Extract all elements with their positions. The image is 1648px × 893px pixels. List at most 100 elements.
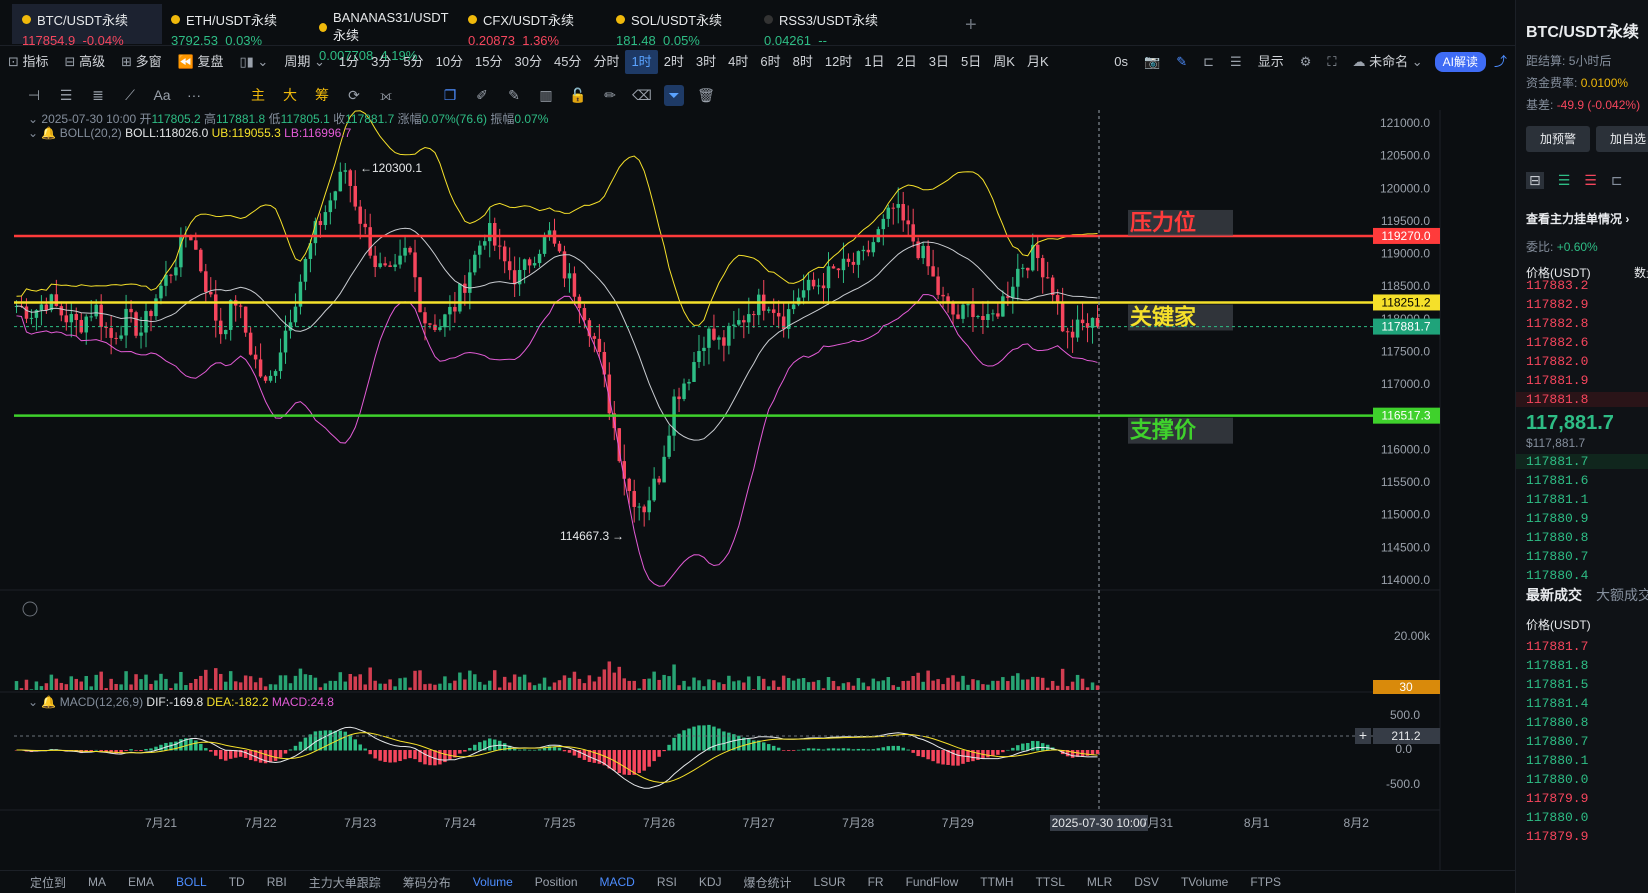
tab-1[interactable]: ETH/USDT永续 3792.53 0.03% <box>171 13 278 48</box>
chip-button[interactable]: 筹 <box>315 87 329 103</box>
indicator-tab-3[interactable]: BOLL <box>176 875 207 889</box>
indicator-tab-12[interactable]: KDJ <box>698 875 722 889</box>
text-tool[interactable]: Aa <box>153 87 171 103</box>
bid-row[interactable]: 117880.8 <box>1526 530 1589 545</box>
interval-1[interactable]: 3分 <box>371 54 392 69</box>
bid-row[interactable]: 117881.1 <box>1526 492 1589 507</box>
add-tab-button[interactable]: + <box>965 14 977 36</box>
tab-0[interactable]: BTC/USDT永续 117854.9 -0.04% <box>12 4 162 48</box>
compact-icon[interactable]: ⊏ <box>1610 172 1623 188</box>
interval-9[interactable]: 2时 <box>663 54 684 69</box>
interval-18[interactable]: 5日 <box>961 54 982 69</box>
bid-row[interactable]: 117880.4 <box>1526 568 1589 583</box>
ask-row[interactable]: 117881.9 <box>1526 373 1589 388</box>
filter-icon[interactable]: ⏷ <box>664 84 684 106</box>
price-chart[interactable]: 121000.0 120500.0 120000.0 119500.0 119000.0… <box>0 110 1515 870</box>
indicator-tab-0[interactable]: 定位到 <box>30 875 67 890</box>
indicator-tab-10[interactable]: MACD <box>599 875 635 889</box>
add-watchlist-button[interactable]: 加自选 <box>1596 126 1648 152</box>
interval-16[interactable]: 2日 <box>896 54 917 69</box>
list-icon[interactable]: ☰ <box>1230 54 1242 69</box>
interval-2[interactable]: 5分 <box>403 54 424 69</box>
camera-icon[interactable]: 📷 <box>1144 54 1161 69</box>
interval-13[interactable]: 8时 <box>792 54 813 69</box>
interval-5[interactable]: 30分 <box>514 54 542 69</box>
parallel-lines-icon[interactable]: ☰ <box>59 86 73 103</box>
interval-10[interactable]: 3时 <box>695 54 717 69</box>
bid-row[interactable]: 117881.6 <box>1526 473 1589 488</box>
indicator-tab-4[interactable]: TD <box>228 875 245 889</box>
interval-15[interactable]: 1日 <box>864 54 885 69</box>
main-orders-link[interactable]: 查看主力挂单情况 › <box>1526 212 1630 226</box>
eraser-icon[interactable]: ⌫ <box>632 86 652 103</box>
interval-7[interactable]: 分时 <box>593 54 620 69</box>
brush-icon[interactable]: ✎ <box>508 86 520 103</box>
pencil-icon[interactable]: ✎ <box>1176 54 1188 69</box>
copy-icon[interactable]: ❐ <box>443 86 457 103</box>
interval-4[interactable]: 15分 <box>475 54 503 69</box>
collapse-icon[interactable]: ⌄ <box>28 695 39 709</box>
indicator-tab-6[interactable]: 主力大单跟踪 <box>308 875 381 890</box>
more-tools-button[interactable]: ··· <box>187 87 201 103</box>
indicator-tab-13[interactable]: 爆仓统计 <box>743 875 792 890</box>
big-order-button[interactable]: 大 <box>283 87 297 103</box>
indicator-tab-14[interactable]: LSUR <box>813 875 846 889</box>
tab-4[interactable]: SOL/USDT永续 181.48 0.05% <box>616 13 723 48</box>
advanced-button[interactable]: ⊟ 高级 <box>64 54 106 69</box>
horizontal-line-icon[interactable]: ⊣ <box>27 86 41 103</box>
main-force-button[interactable]: 主 <box>251 87 265 103</box>
interval-3[interactable]: 10分 <box>435 54 464 69</box>
interval-6[interactable]: 45分 <box>553 54 582 69</box>
channel-icon[interactable]: ≣ <box>92 86 104 103</box>
tab-latest-trades[interactable]: 最新成交 <box>1526 587 1582 603</box>
bell-icon[interactable]: 🔔 <box>41 695 57 709</box>
measure-icon[interactable]: ⟗ <box>379 86 393 103</box>
replay-button[interactable]: ⏪ 复盘 <box>177 54 224 69</box>
tab-5[interactable]: RSS3/USDT永续 0.04261 -- <box>764 13 878 48</box>
chart-type-button[interactable]: ▯▮ ⌄ <box>231 50 276 74</box>
both-sides-icon[interactable]: ⊟ <box>1526 172 1544 189</box>
interval-8[interactable]: 1时 <box>625 50 658 74</box>
collapse-icon[interactable]: ⌄ <box>28 126 39 140</box>
indicators-button[interactable]: ⊡ 指标 <box>8 54 49 69</box>
indicator-tab-22[interactable]: FTPS <box>1250 875 1281 889</box>
lock-icon[interactable]: 🔓 <box>569 86 587 103</box>
indicator-tab-7[interactable]: 筹码分布 <box>402 875 451 890</box>
indicator-tab-16[interactable]: FundFlow <box>905 875 959 889</box>
indicator-tab-19[interactable]: MLR <box>1086 875 1113 889</box>
indicator-tab-5[interactable]: RBI <box>266 875 287 889</box>
interval-14[interactable]: 12时 <box>824 54 853 69</box>
ask-row[interactable]: 117882.6 <box>1526 335 1589 350</box>
indicator-tab-18[interactable]: TTSL <box>1035 875 1065 889</box>
bookmark-icon[interactable]: ⊏ <box>1203 54 1215 69</box>
share-icon[interactable]: ⤴ <box>1493 54 1507 69</box>
ask-row[interactable]: 117882.0 <box>1526 354 1589 369</box>
bars-icon[interactable]: ▥ <box>539 86 553 103</box>
tab-large-trades[interactable]: 大额成交 <box>1596 587 1648 603</box>
period-button[interactable]: 周期 ⌄ <box>284 54 325 69</box>
bid-row[interactable]: 117880.9 <box>1526 511 1589 526</box>
interval-11[interactable]: 4时 <box>728 54 749 69</box>
bids-only-icon[interactable]: ☰ <box>1557 172 1571 188</box>
multi-window-button[interactable]: ⊞ 多窗 <box>121 54 162 69</box>
layout-name-button[interactable]: ☁ 未命名 ⌄ <box>1352 54 1423 69</box>
ask-row[interactable]: 117882.8 <box>1526 316 1589 331</box>
indicator-tab-11[interactable]: RSI <box>656 875 677 889</box>
ai-interpret-button[interactable]: AI解读 <box>1434 52 1486 72</box>
ask-row[interactable]: 117882.9 <box>1526 297 1589 312</box>
interval-17[interactable]: 3日 <box>928 54 950 69</box>
tab-2[interactable]: BANANAS31/USDT永续 0.007708 4.19% <box>319 10 449 63</box>
tab-3[interactable]: CFX/USDT永续 0.20873 1.36% <box>468 13 575 48</box>
indicator-tab-2[interactable]: EMA <box>128 875 155 889</box>
trash-icon[interactable]: 🗑 <box>697 86 715 103</box>
indicator-tab-15[interactable]: FR <box>867 875 884 889</box>
indicator-tab-9[interactable]: Position <box>534 875 578 889</box>
interval-20[interactable]: 月K <box>1026 54 1049 69</box>
chart-area[interactable]: 121000.0 120500.0 120000.0 119500.0 119000.0… <box>0 110 1515 893</box>
interval-0[interactable]: 1分 <box>338 54 360 69</box>
display-button[interactable]: 显示 <box>1257 54 1284 69</box>
collapse-icon[interactable]: ⌄ <box>28 112 39 126</box>
trend-line-icon[interactable]: ⟋ <box>125 86 135 103</box>
bid-row[interactable]: 117880.7 <box>1526 549 1589 564</box>
bid-row[interactable]: 117881.7 <box>1516 454 1648 469</box>
